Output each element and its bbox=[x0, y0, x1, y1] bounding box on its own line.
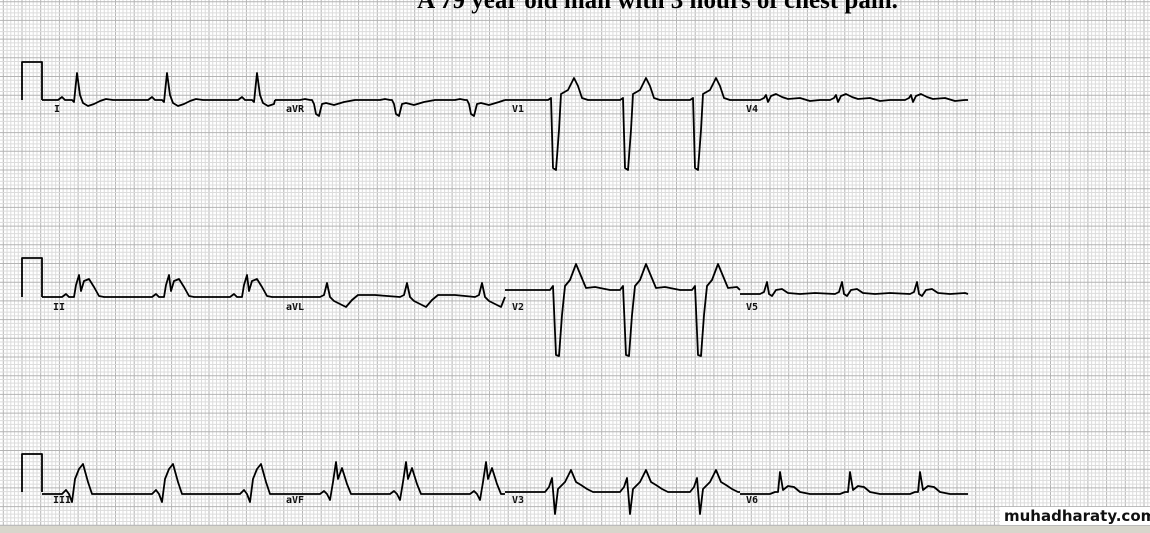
lead-trace-v1 bbox=[505, 77, 740, 171]
lead-trace-v4 bbox=[740, 93, 968, 103]
calibration-pulse bbox=[21, 61, 43, 100]
lead-trace-v3 bbox=[505, 469, 740, 515]
calibration-pulse bbox=[21, 453, 43, 492]
lead-label-i: I bbox=[54, 104, 61, 115]
lead-trace-avr bbox=[275, 98, 506, 117]
lead-trace-avl bbox=[275, 282, 506, 308]
lead-trace-avf bbox=[275, 461, 505, 501]
page-title: A 79 year old man with 3 hours of chest … bbox=[417, 0, 898, 14]
lead-trace-i bbox=[42, 72, 276, 107]
lead-label-iii: III bbox=[53, 495, 72, 506]
watermark: muhadharaty.com bbox=[1000, 507, 1150, 525]
taskbar bbox=[0, 525, 1150, 533]
lead-label-v5: V5 bbox=[746, 302, 759, 313]
calibration-pulse bbox=[21, 257, 43, 297]
lead-label-v6: V6 bbox=[746, 495, 759, 506]
lead-trace-v6 bbox=[740, 471, 968, 495]
lead-label-v3: V3 bbox=[512, 495, 525, 506]
lead-label-ii: II bbox=[53, 302, 66, 313]
lead-trace-v2 bbox=[505, 263, 741, 357]
lead-trace-v5 bbox=[740, 281, 969, 297]
lead-trace-iii bbox=[42, 463, 275, 503]
lead-label-v1: V1 bbox=[512, 104, 525, 115]
lead-label-avl: aVL bbox=[286, 302, 305, 313]
lead-trace-ii bbox=[42, 274, 275, 298]
lead-label-v2: V2 bbox=[512, 302, 525, 313]
lead-label-v4: V4 bbox=[746, 104, 759, 115]
lead-label-avr: aVR bbox=[286, 104, 305, 115]
lead-label-avf: aVF bbox=[286, 495, 305, 506]
ecg-traces bbox=[21, 61, 969, 515]
